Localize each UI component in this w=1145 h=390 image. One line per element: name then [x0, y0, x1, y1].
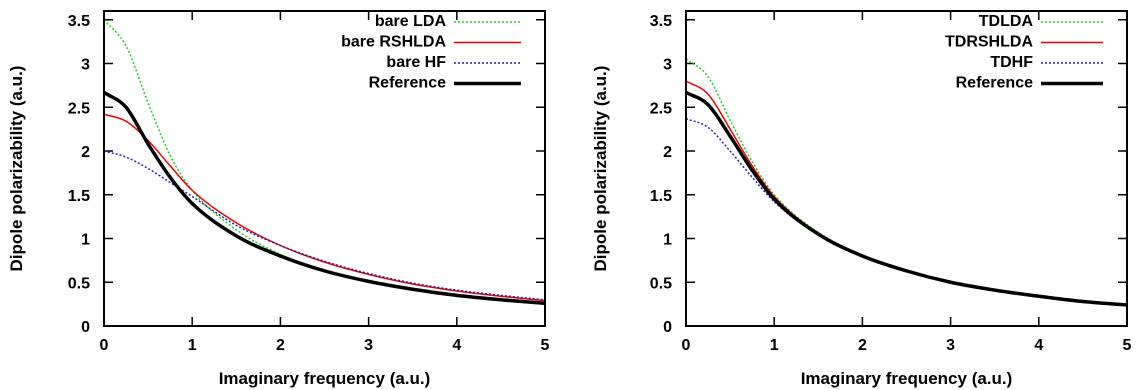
x-tick-label: 5: [541, 337, 550, 354]
y-tick-label: 2: [663, 144, 672, 161]
x-tick-label: 4: [1034, 337, 1043, 354]
y-tick-label: 3: [81, 57, 90, 74]
y-axis-label: Dipole polarizability (a.u.): [591, 66, 610, 272]
plot-frame: [103, 10, 546, 327]
y-tick-label: 3.5: [68, 13, 90, 30]
x-tick-label: 3: [946, 337, 955, 354]
y-tick-label: 2: [81, 144, 90, 161]
y-tick-label: 2.5: [68, 100, 90, 117]
legend-label-tdrshlda: TDRSHLDA: [945, 34, 1033, 51]
y-tick-label: 3: [663, 57, 672, 74]
legend-label-reference: Reference: [369, 75, 446, 92]
y-tick-label: 0: [663, 319, 672, 336]
y-tick-label: 2.5: [650, 100, 672, 117]
y-tick-label: 1.5: [650, 188, 672, 205]
x-tick-label: 1: [770, 337, 779, 354]
y-tick-label: 1.5: [68, 188, 90, 205]
series-line-bare-hf: [104, 150, 545, 301]
right-plot-panel: 0 0.5 1 1.5 2 2.5 3 3.5 0 1 2 3 4 5 Imaginary frequenc…: [591, 10, 1132, 388]
plot-frame: [685, 10, 1128, 327]
legend-label-bare-rshlda: bare RSHLDA: [341, 34, 446, 51]
x-axis-label: Imaginary frequency (a.u.): [801, 369, 1013, 388]
series-line-reference: [104, 90, 545, 305]
x-tick-label: 0: [100, 337, 109, 354]
x-tick-label: 5: [1123, 337, 1132, 354]
series-line-reference: [686, 90, 1127, 307]
x-tick-label: 2: [858, 337, 867, 354]
legend-label-bare-hf: bare HF: [386, 54, 446, 71]
y-axis-label: Dipole polarizability (a.u.): [7, 66, 26, 272]
series-line-tdlda: [686, 58, 1127, 306]
x-tick-label: 0: [682, 337, 691, 354]
legend-label-bare-lda: bare LDA: [375, 13, 447, 30]
x-tick-label: 3: [364, 337, 373, 354]
legend-label-tdlda: TDLDA: [979, 13, 1034, 30]
legend-label-reference: Reference: [956, 75, 1033, 92]
y-tick-label: 0: [81, 319, 90, 336]
y-tick-label: 0.5: [68, 275, 90, 292]
x-axis-label: Imaginary frequency (a.u.): [219, 369, 431, 388]
series-line-tdhf: [686, 117, 1127, 306]
y-tick-label: 1: [81, 232, 90, 249]
x-tick-label: 1: [188, 337, 197, 354]
legend-label-tdhf: TDHF: [990, 54, 1033, 71]
y-tick-label: 0.5: [650, 275, 672, 292]
y-tick-label: 1: [663, 232, 672, 249]
y-tick-label: 3.5: [650, 13, 672, 30]
x-tick-label: 2: [276, 337, 285, 354]
x-tick-label: 4: [452, 337, 461, 354]
left-plot-panel: 0 0.5 1 1.5 2 2.5 3 3.5 0 1 2 3 4 5 Imaginary frequenc…: [7, 10, 550, 388]
